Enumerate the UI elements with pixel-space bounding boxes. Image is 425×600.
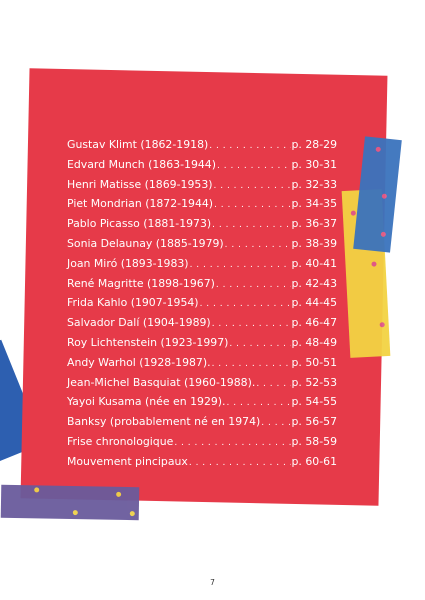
toc-entry-title: Sonia Delaunay (1885-1979): [67, 236, 224, 250]
tape-dot: [379, 322, 385, 328]
toc-entry-page: p. 48-49: [291, 335, 337, 349]
toc-entry-page: p. 50-51: [291, 355, 337, 369]
toc-entry-title: Frida Kahlo (1907-1954): [67, 296, 199, 310]
toc-entry: Frise chronologique p. 58-59: [67, 432, 337, 452]
toc-entry-page: p. 30-31: [291, 157, 337, 171]
toc-dot-leader: [189, 454, 291, 474]
tape-dot: [375, 146, 381, 153]
toc-entry: Pablo Picasso (1881-1973) p. 36-37: [67, 214, 337, 234]
toc-entry-page: p. 28-29: [291, 138, 337, 151]
toc-entry-page: p. 40-41: [291, 256, 337, 270]
tape-dot: [380, 231, 387, 238]
toc-entry-title: Mouvement pincipaux: [67, 454, 188, 468]
toc-entry: Henri Matisse (1869-1953) p. 32-33: [67, 175, 337, 195]
toc-entry-page: p. 44-45: [291, 296, 337, 310]
toc-dot-leader: [214, 196, 290, 216]
toc-entry-page: p. 46-47: [291, 316, 337, 330]
table-of-contents: Gustav Klimt (1862-1918) p. 28-29 Edvard …: [67, 135, 337, 472]
toc-entry: René Magritte (1898-1967) p. 42-43: [67, 274, 337, 294]
toc-dot-leader: [200, 295, 291, 315]
toc-entry-title: Edvard Munch (1863-1944): [67, 157, 216, 171]
tape-dot: [72, 510, 78, 516]
toc-dot-leader: [225, 236, 291, 256]
tape-dot: [350, 210, 356, 216]
toc-dot-leader: [217, 157, 291, 177]
toc-entry-title: Banksy (probablement né en 1974): [67, 415, 261, 429]
toc-dot-leader: [216, 276, 291, 296]
toc-entry: Andy Warhol (1928-1987). p. 50-51: [67, 353, 337, 373]
toc-entry-page: p. 34-35: [291, 197, 337, 211]
toc-entry: Salvador Dalí (1904-1989) p. 46-47: [67, 313, 337, 333]
toc-entry-page: p. 58-59: [291, 434, 337, 448]
toc-entry: Banksy (probablement né en 1974) p. 56-57: [67, 412, 337, 432]
toc-entry-title: Jean-Michel Basquiat (1960-1988).: [67, 375, 256, 389]
toc-dot-leader: [174, 434, 290, 454]
toc-entry-page: p. 36-37: [291, 217, 337, 231]
toc-entry: Gustav Klimt (1862-1918) p. 28-29: [67, 135, 337, 155]
toc-entry: Joan Miró (1893-1983) p. 40-41: [67, 254, 337, 274]
purple-tape-strip: [0, 484, 140, 521]
toc-entry-title: Gustav Klimt (1862-1918): [67, 138, 209, 151]
toc-entry-title: Frise chronologique: [67, 434, 174, 448]
toc-entry: Edvard Munch (1863-1944) p. 30-31: [67, 155, 337, 175]
toc-entry-title: Andy Warhol (1928-1987).: [67, 355, 211, 369]
toc-entry-title: Joan Miró (1893-1983): [67, 256, 189, 270]
tape-dot: [371, 261, 377, 267]
toc-entry: Roy Lichtenstein (1923-1997) p. 48-49: [67, 333, 337, 353]
tape-dot: [129, 511, 135, 517]
toc-entry-page: p. 54-55: [291, 395, 337, 409]
toc-entry-title: Piet Mondrian (1872-1944): [67, 197, 214, 211]
toc-entry-page: p. 60-61: [291, 454, 337, 468]
toc-entry-title: René Magritte (1898-1967): [67, 276, 215, 290]
toc-entry: Sonia Delaunay (1885-1979) p. 38-39: [67, 234, 337, 254]
toc-entry-page: p. 42-43: [291, 276, 337, 290]
toc-entry: Jean-Michel Basquiat (1960-1988). p. 52-5…: [67, 373, 337, 393]
toc-dot-leader: [214, 177, 291, 197]
toc-dot-leader: [212, 216, 290, 236]
toc-entry-title: Salvador Dalí (1904-1989): [67, 316, 211, 330]
toc-entry-page: p. 56-57: [291, 415, 337, 429]
toc-entry-title: Roy Lichtenstein (1923-1997): [67, 335, 229, 349]
tape-dot: [34, 487, 40, 493]
toc-entry-title: Yayoi Kusama (née en 1929).: [67, 395, 226, 409]
toc-entry-page: p. 38-39: [291, 236, 337, 250]
toc-entry: Frida Kahlo (1907-1954) p. 44-45: [67, 293, 337, 313]
toc-dot-leader: [209, 137, 290, 157]
toc-dot-leader: [256, 375, 290, 395]
toc-dot-leader: [229, 335, 290, 355]
toc-entry-title: Henri Matisse (1869-1953): [67, 177, 213, 191]
toc-entry: Piet Mondrian (1872-1944) p. 34-35: [67, 194, 337, 214]
toc-entry-page: p. 32-33: [291, 177, 337, 191]
toc-dot-leader: [261, 414, 290, 434]
toc-entry: Yayoi Kusama (née en 1929). p. 54-55: [67, 392, 337, 412]
toc-entry-title: Pablo Picasso (1881-1973): [67, 217, 212, 231]
toc-entry-page: p. 52-53: [291, 375, 337, 389]
tape-dot: [381, 193, 388, 199]
page-number: 7: [210, 578, 215, 587]
tape-dot: [116, 491, 122, 497]
toc-entry: Mouvement pincipaux p. 60-61: [67, 452, 337, 472]
